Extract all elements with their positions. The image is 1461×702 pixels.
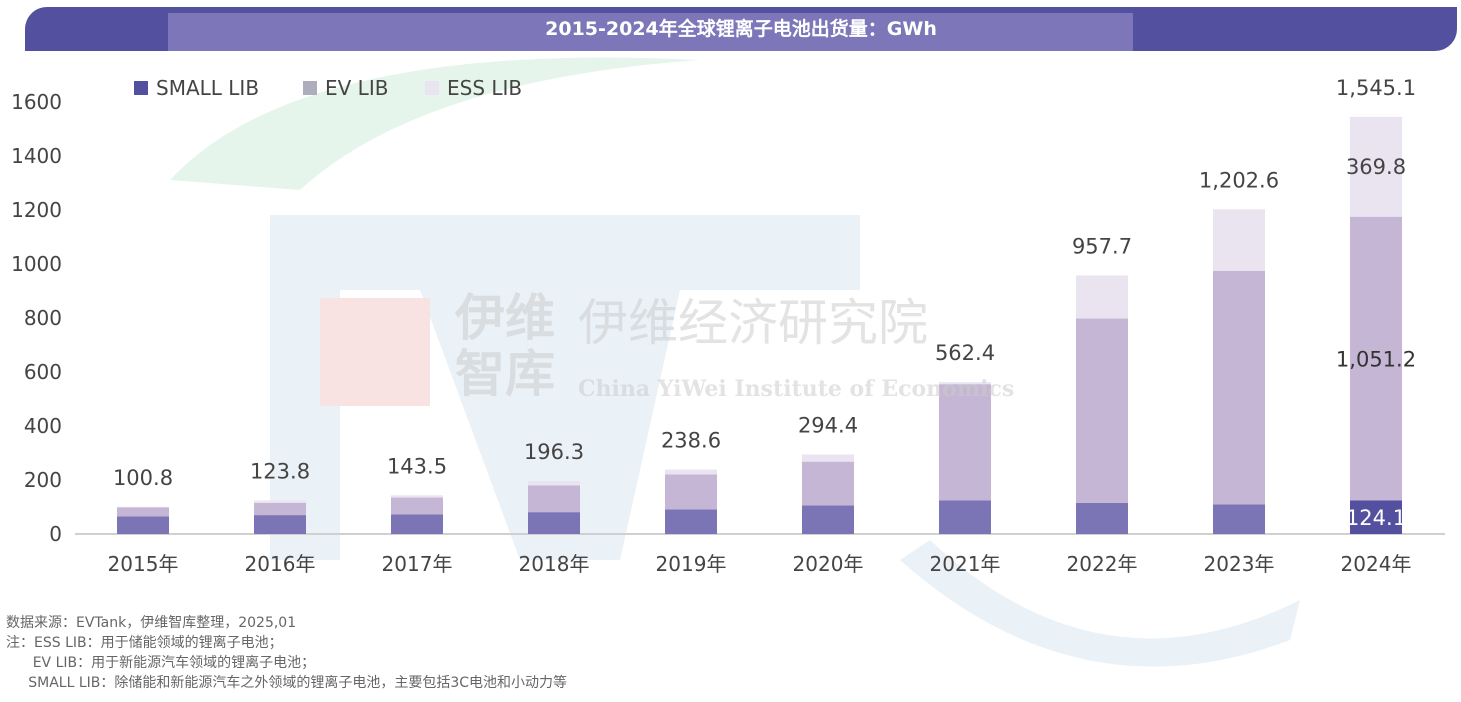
y-tick-label: 400 — [24, 414, 62, 438]
total-data-label: 1,202.6 — [1199, 168, 1279, 192]
y-tick-label: 1000 — [11, 252, 62, 276]
watermark-logo-text: 伊维 智库 — [455, 288, 555, 403]
total-data-label: 294.4 — [798, 414, 858, 438]
legend-swatch — [303, 81, 317, 95]
note-ess: 注：ESS LIB：用于储能领域的锂离子电池； — [6, 635, 283, 651]
watermark-swoosh-top — [170, 57, 700, 190]
x-tick-label: 2016年 — [245, 552, 316, 576]
bar-small-lib — [1350, 500, 1402, 534]
y-tick-label: 600 — [24, 360, 62, 384]
bar-small-lib — [802, 505, 854, 534]
bar-ev-lib — [254, 502, 306, 516]
total-data-label: 238.6 — [661, 429, 721, 453]
y-tick-label: 1400 — [11, 144, 62, 168]
title-banner: 2015-2024年全球锂离子电池出货量：GWh — [25, 7, 1457, 51]
bar-ev-lib — [939, 384, 991, 501]
bar-ev-lib — [1213, 270, 1265, 505]
bar-ev-lib — [391, 497, 443, 515]
total-data-label: 957.7 — [1072, 234, 1132, 258]
segment-label-small-lib: 124.1 — [1346, 506, 1406, 530]
source-notes: 数据来源：EVTank，伊维智库整理，2025,01 注：ESS LIB：用于储… — [6, 613, 567, 693]
x-tick-label: 2015年 — [108, 552, 179, 576]
total-data-label: 562.4 — [935, 341, 995, 365]
y-tick-label: 200 — [24, 468, 62, 492]
total-data-label: 143.5 — [387, 454, 447, 478]
segment-label-ev-lib: 1,051.2 — [1336, 348, 1416, 372]
bar-ev-lib — [117, 507, 169, 517]
chart-title: 2015-2024年全球锂离子电池出货量：GWh — [545, 18, 937, 40]
bar-ess-lib — [802, 454, 854, 462]
bar-ess-lib — [1350, 116, 1402, 217]
total-data-label: 196.3 — [524, 440, 584, 464]
legend-item-small-lib: SMALL LIB — [134, 76, 259, 100]
x-tick-label: 2023年 — [1204, 552, 1275, 576]
bar-ev-lib — [802, 461, 854, 506]
bar-ess-lib — [1076, 275, 1128, 319]
note-ev: EV LIB：用于新能源汽车领域的锂离子电池； — [6, 655, 316, 671]
x-tick-label: 2021年 — [930, 552, 1001, 576]
watermark-logo-mark — [320, 298, 430, 406]
legend-swatch — [425, 81, 439, 95]
total-data-label: 1,545.1 — [1336, 76, 1416, 100]
total-data-label: 100.8 — [113, 466, 173, 490]
x-tick-label: 2020年 — [793, 552, 864, 576]
watermark-shapes — [170, 57, 1300, 667]
legend-swatch — [134, 81, 148, 95]
bar-ess-lib — [117, 506, 169, 508]
source-line: 数据来源：EVTank，伊维智库整理，2025,01 — [6, 615, 297, 631]
bar-ess-lib — [528, 480, 580, 486]
bar-ev-lib — [1076, 318, 1128, 503]
y-tick-label: 0 — [49, 522, 62, 546]
y-tick-label: 800 — [24, 306, 62, 330]
watermark-ev-letters — [270, 215, 860, 560]
title-banner-inner — [168, 13, 1133, 51]
bar-ess-lib — [391, 495, 443, 498]
note-small: SMALL LIB：除储能和新能源汽车之外领域的锂离子电池，主要包括3C电池和小… — [6, 675, 568, 691]
bar-small-lib — [1213, 504, 1265, 534]
x-tick-label: 2024年 — [1341, 552, 1412, 576]
x-tick-label: 2018年 — [519, 552, 590, 576]
bar-ess-lib — [1213, 209, 1265, 271]
total-data-label: 123.8 — [250, 460, 310, 484]
bar-small-lib — [939, 500, 991, 534]
bar-ev-lib — [528, 485, 580, 513]
watermark-name-cn: 伊维经济研究院 — [578, 294, 928, 352]
y-tick-label: 1600 — [11, 90, 62, 114]
bar-ev-lib — [1350, 216, 1402, 501]
bar-small-lib — [665, 509, 717, 534]
legend-item-ess-lib: ESS LIB — [425, 76, 522, 100]
y-tick-label: 1200 — [11, 198, 62, 222]
segment-label-ess-lib: 369.8 — [1346, 155, 1406, 179]
bar-small-lib — [117, 516, 169, 534]
bar-small-lib — [254, 515, 306, 534]
bar-small-lib — [1076, 502, 1128, 534]
x-tick-label: 2019年 — [656, 552, 727, 576]
watermark-swoosh-bottom — [900, 540, 1300, 667]
bar-small-lib — [391, 514, 443, 534]
watermark-name-en: China YiWei Institute of Economics — [578, 376, 1015, 402]
x-tick-label: 2017年 — [382, 552, 453, 576]
bar-ess-lib — [939, 382, 991, 385]
bar-ess-lib — [254, 500, 306, 503]
bar-small-lib — [528, 512, 580, 534]
x-tick-label: 2022年 — [1067, 552, 1138, 576]
legend-item-ev-lib: EV LIB — [303, 76, 388, 100]
bar-ess-lib — [665, 469, 717, 475]
bar-ev-lib — [665, 474, 717, 510]
